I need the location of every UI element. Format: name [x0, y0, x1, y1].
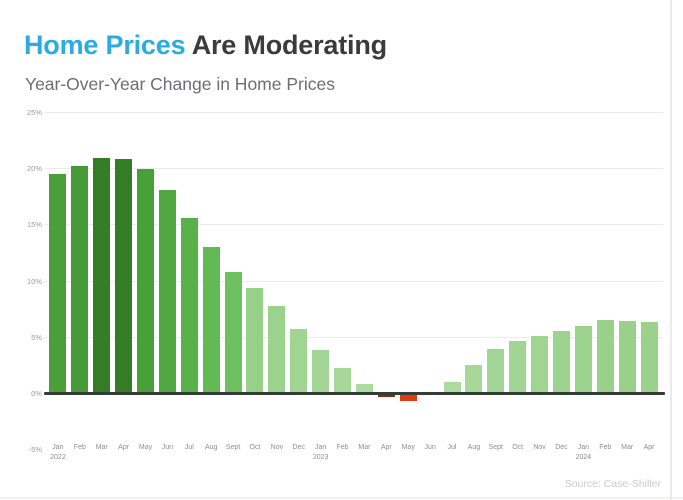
- gridline: [44, 336, 663, 338]
- bar: [618, 321, 636, 393]
- bar: [574, 325, 592, 393]
- bar: [180, 217, 198, 393]
- x-tick-label: May: [401, 444, 415, 451]
- title-highlight: Home Prices: [24, 30, 186, 61]
- page-title: Home Prices Are Moderating: [24, 30, 387, 61]
- gridline: [44, 280, 663, 282]
- x-tick-label: Jul: [184, 444, 194, 451]
- x-tick-label: May: [138, 444, 153, 451]
- bar: [640, 322, 658, 393]
- x-tick-label: Jan: [577, 444, 590, 451]
- bar: [487, 349, 505, 393]
- bar: [268, 306, 286, 393]
- bar: [596, 319, 614, 393]
- y-tick-label: 15%: [26, 220, 42, 230]
- x-tick-label: Aug: [204, 444, 218, 451]
- slide-edge-right: [670, 0, 672, 500]
- bar: [377, 395, 395, 398]
- gridline: [44, 224, 663, 226]
- bar: [158, 189, 176, 393]
- bar: [290, 328, 308, 393]
- x-tick-label: Dec: [555, 444, 568, 451]
- x-tick-label: Jul: [447, 444, 457, 451]
- y-tick-label: -5%: [28, 445, 42, 455]
- y-tick-label: 5%: [31, 332, 42, 342]
- bar: [399, 395, 417, 401]
- x-tick-label: Jun: [161, 444, 174, 451]
- x-tick-label: Apr: [118, 444, 130, 451]
- x-tick-label: Aug: [467, 444, 481, 451]
- year-label: 2022: [50, 454, 66, 461]
- x-tick-label: Nov: [270, 444, 284, 451]
- y-tick-label: 10%: [26, 276, 42, 286]
- year-label: 2024: [575, 454, 592, 461]
- bar: [465, 364, 483, 393]
- year-label: 2023: [312, 454, 329, 461]
- bar: [531, 335, 549, 393]
- slide-edge-bottom: [0, 497, 683, 499]
- bar: [137, 169, 155, 393]
- bar: [334, 368, 352, 393]
- bar: [49, 173, 67, 393]
- x-tick-label: Sept: [488, 444, 503, 451]
- y-tick-label: 20%: [26, 164, 42, 174]
- x-tick-label: Feb: [73, 444, 86, 451]
- x-tick-label: Feb: [336, 444, 349, 451]
- x-tick-label: Jan: [52, 444, 64, 451]
- gridline: [44, 168, 663, 170]
- title-rest: Are Moderating: [185, 30, 387, 61]
- bar: [93, 158, 111, 393]
- source-note: Source: Case-Shiller: [564, 478, 661, 490]
- bar: [71, 165, 89, 393]
- x-tick-label: Mar: [621, 444, 634, 451]
- x-tick-label: Jun: [424, 444, 436, 451]
- x-tick-label: Apr: [643, 444, 655, 451]
- x-tick-label: Oct: [512, 444, 524, 451]
- x-tick-label: Sept: [225, 444, 241, 451]
- bar: [312, 350, 330, 393]
- x-tick-label: Mar: [358, 444, 371, 451]
- bar: [202, 246, 220, 393]
- x-tick-label: Nov: [533, 444, 546, 451]
- chart-subtitle: Year-Over-Year Change in Home Prices: [25, 73, 335, 94]
- bar: [509, 341, 527, 393]
- x-tick-label: Apr: [380, 444, 392, 451]
- x-tick-label: Dec: [292, 444, 305, 451]
- y-tick-label: 0%: [31, 389, 42, 398]
- bar: [355, 384, 373, 393]
- bar: [115, 159, 133, 393]
- bar: [246, 288, 264, 393]
- x-tick-label: Oct: [249, 444, 261, 451]
- x-tick-label: Mar: [95, 444, 108, 451]
- bar: [224, 271, 242, 393]
- y-tick-label: 25%: [26, 108, 42, 117]
- bar: [443, 381, 461, 393]
- zero-axis: [44, 392, 665, 395]
- gridline: [44, 112, 663, 113]
- bar: [552, 331, 570, 393]
- x-tick-label: Jan: [315, 444, 327, 451]
- x-tick-label: Feb: [599, 444, 612, 451]
